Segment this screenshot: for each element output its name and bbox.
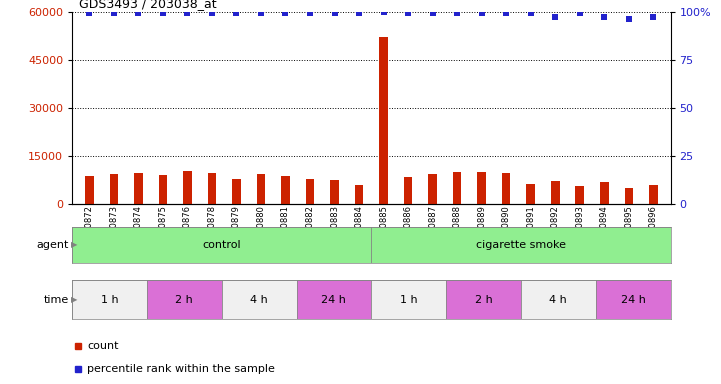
Bar	[330, 180, 339, 204]
Point	[84, 10, 95, 17]
Bar	[575, 186, 584, 204]
Text: ▶: ▶	[71, 295, 78, 304]
Bar	[428, 174, 437, 204]
Bar	[232, 179, 241, 204]
Point	[574, 10, 585, 17]
Text: cigarette smoke: cigarette smoke	[476, 240, 566, 250]
Bar	[596, 280, 671, 319]
Point	[304, 10, 316, 17]
Text: control: control	[203, 240, 241, 250]
Bar	[521, 280, 596, 319]
Bar	[222, 280, 296, 319]
Bar	[624, 188, 633, 204]
Bar	[502, 173, 510, 204]
Text: 2 h: 2 h	[175, 295, 193, 305]
Bar	[371, 227, 671, 263]
Text: 24 h: 24 h	[621, 295, 645, 305]
Bar	[600, 182, 609, 204]
Point	[476, 10, 487, 17]
Point	[647, 14, 659, 20]
Point	[549, 14, 561, 20]
Bar	[355, 185, 363, 204]
Text: ▶: ▶	[71, 240, 78, 249]
Point	[329, 10, 340, 17]
Bar	[110, 174, 118, 204]
Text: 1 h: 1 h	[400, 295, 417, 305]
Point	[525, 10, 536, 17]
Point	[451, 10, 463, 17]
Text: 4 h: 4 h	[250, 295, 268, 305]
Bar	[379, 37, 388, 204]
Bar	[147, 280, 222, 319]
Text: 2 h: 2 h	[474, 295, 492, 305]
Point	[280, 10, 291, 17]
Bar	[446, 280, 521, 319]
Point	[378, 8, 389, 15]
Bar	[526, 184, 535, 204]
Point	[353, 10, 365, 17]
Text: 24 h: 24 h	[322, 295, 346, 305]
Point	[157, 10, 169, 17]
Bar	[296, 280, 371, 319]
Point	[427, 10, 438, 17]
Text: 1 h: 1 h	[101, 295, 118, 305]
Bar	[306, 179, 314, 204]
Text: GDS3493 / 203038_at: GDS3493 / 203038_at	[79, 0, 217, 10]
Bar	[649, 185, 658, 204]
Bar	[371, 280, 446, 319]
Point	[108, 10, 120, 17]
Text: 4 h: 4 h	[549, 295, 567, 305]
Bar	[134, 174, 143, 204]
Bar	[72, 280, 147, 319]
Bar	[72, 227, 371, 263]
Bar	[183, 171, 192, 204]
Text: count: count	[87, 341, 118, 351]
Text: percentile rank within the sample: percentile rank within the sample	[87, 364, 275, 374]
Point	[133, 10, 144, 17]
Point	[255, 10, 267, 17]
Bar	[208, 173, 216, 204]
Bar	[404, 177, 412, 204]
Point	[623, 16, 634, 22]
Bar	[281, 176, 290, 204]
Bar	[85, 176, 94, 204]
Point	[598, 14, 610, 20]
Point	[231, 10, 242, 17]
Bar	[551, 181, 559, 204]
Bar	[453, 172, 461, 204]
Text: agent: agent	[36, 240, 68, 250]
Point	[206, 10, 218, 17]
Text: time: time	[43, 295, 68, 305]
Point	[182, 10, 193, 17]
Bar	[477, 172, 486, 204]
Point	[402, 10, 414, 17]
Bar	[159, 175, 167, 204]
Bar	[257, 174, 265, 204]
Point	[500, 10, 512, 17]
